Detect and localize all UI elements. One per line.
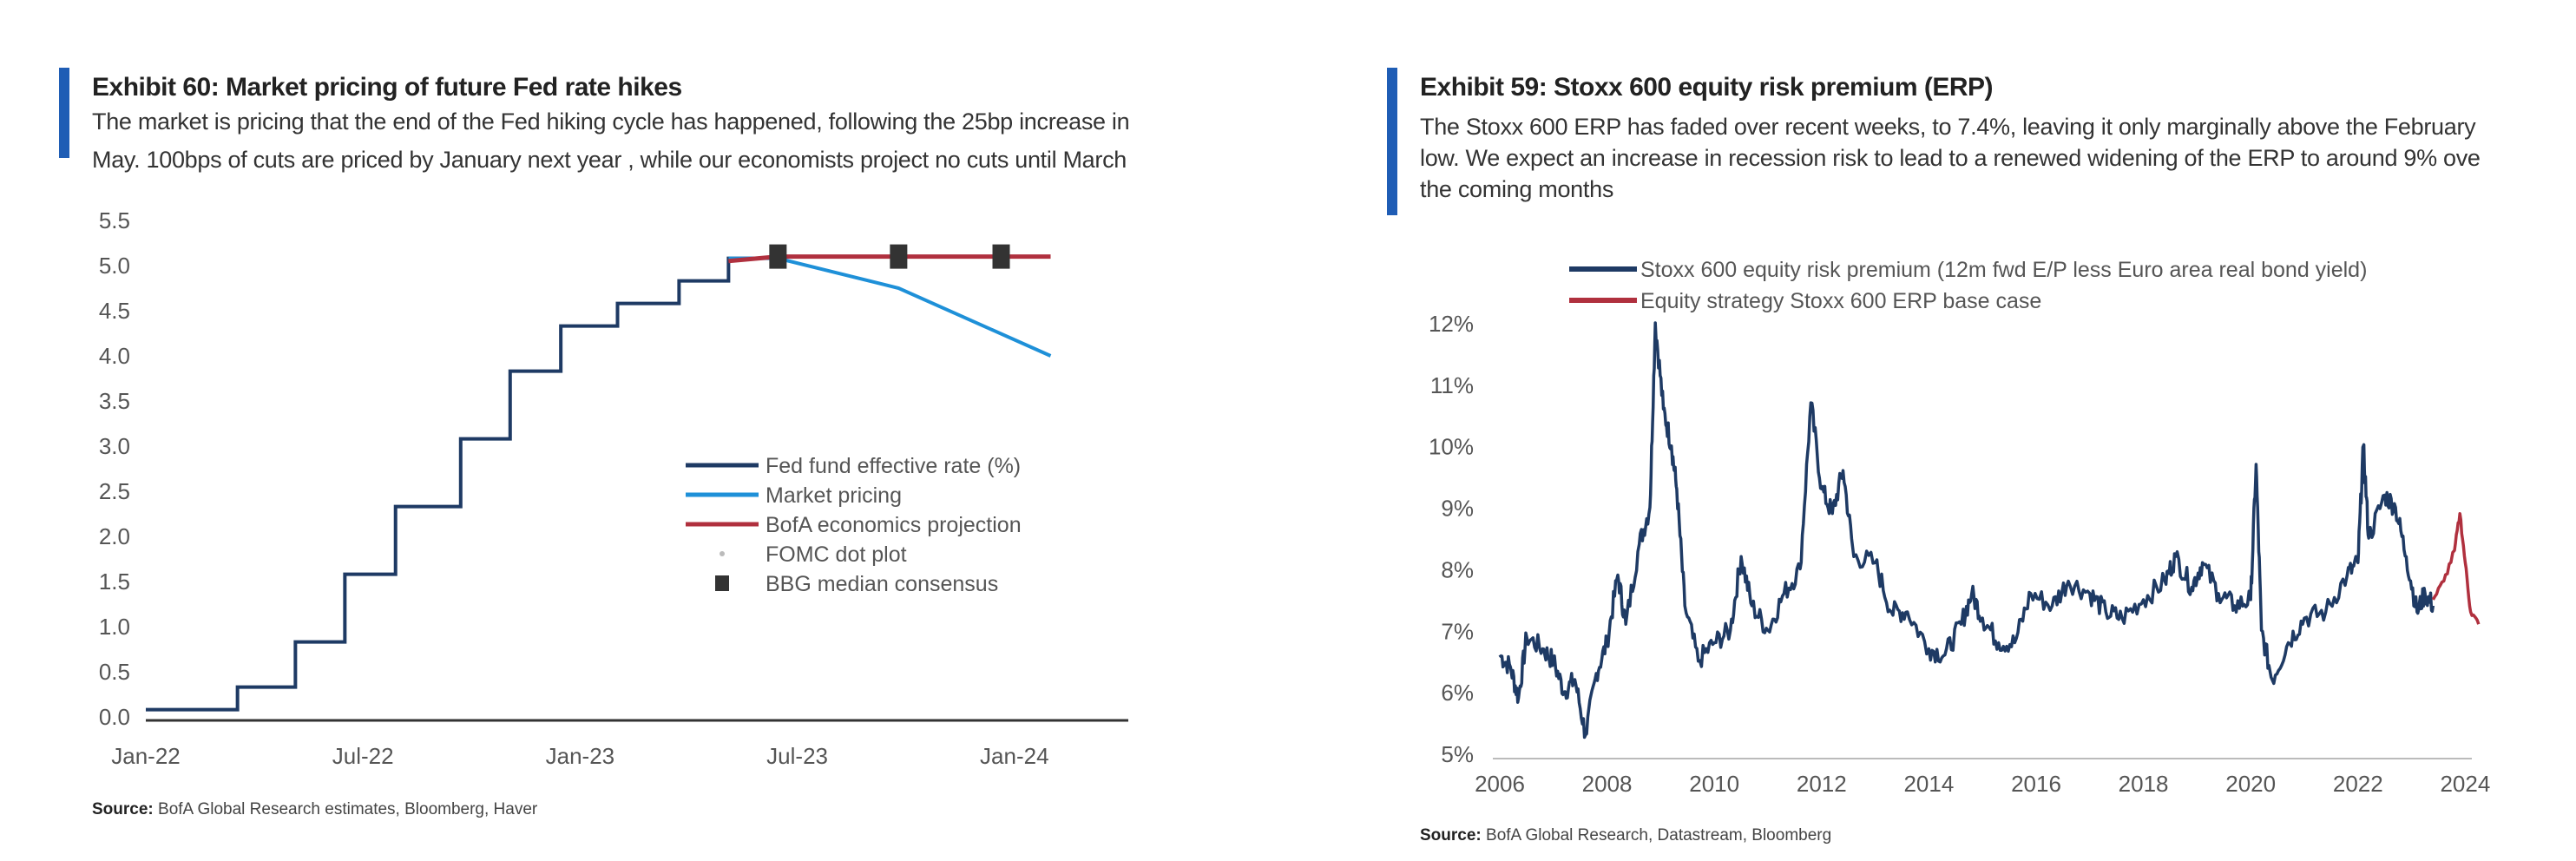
exhibit-accent-bar xyxy=(59,68,69,158)
series-stoxx600-erp xyxy=(1498,321,2435,739)
y-tick-label: 6% xyxy=(1441,680,1474,706)
series-fed-fund-effective-rate xyxy=(146,256,761,712)
y-tick-label: 3.0 xyxy=(99,433,130,459)
right-subtitle-line: low. We expect an increase in recession … xyxy=(1420,145,2481,171)
y-tick-label: 9% xyxy=(1441,496,1474,522)
bbg-median-consensus-marker xyxy=(769,244,787,269)
series-market-pricing xyxy=(728,256,1052,358)
legend-label: Stoxx 600 equity risk premium (12m fwd E… xyxy=(1640,258,2367,282)
legend-label: BBG median consensus xyxy=(766,572,998,596)
legend-label: Market pricing xyxy=(766,483,902,508)
y-tick-label: 5% xyxy=(1441,741,1474,767)
y-tick-label: 8% xyxy=(1441,556,1474,582)
left-subtitle-line: The market is pricing that the end of th… xyxy=(92,108,1130,135)
y-tick-label: 3.5 xyxy=(99,388,130,414)
x-tick-label: 2006 xyxy=(1475,771,1525,797)
y-tick-label: 4.0 xyxy=(99,343,130,369)
y-tick-label: 1.5 xyxy=(99,569,130,595)
x-tick-label: 2014 xyxy=(1903,771,1954,797)
source-text: BofA Global Research, Datastream, Bloomb… xyxy=(1486,826,1832,845)
x-tick-label: 2012 xyxy=(1797,771,1847,797)
y-tick-label: 0.5 xyxy=(99,659,130,685)
x-tick-label: 2022 xyxy=(2333,771,2383,797)
legend-swatch-bbg-square xyxy=(715,575,729,591)
legend-label: Fed fund effective rate (%) xyxy=(766,454,1021,478)
legend-label: Equity strategy Stoxx 600 ERP base case xyxy=(1640,289,2041,313)
y-tick-label: 2.0 xyxy=(99,523,130,549)
exhibit-accent-bar xyxy=(1387,68,1397,215)
bbg-median-consensus-marker xyxy=(890,244,908,269)
y-tick-label: 1.0 xyxy=(99,614,130,640)
y-tick-label: 5.0 xyxy=(99,253,130,279)
y-tick-label: 2.5 xyxy=(99,478,130,504)
left-source: Source: BofA Global Research estimates, … xyxy=(92,800,537,819)
bbg-median-consensus-marker xyxy=(992,244,1010,269)
x-tick-label: 2020 xyxy=(2225,771,2276,797)
source-label: Source: xyxy=(1420,826,1482,845)
x-tick-label: Jul-22 xyxy=(332,743,394,769)
left-subtitle-line: May. 100bps of cuts are priced by Januar… xyxy=(92,147,1127,173)
series-erp-base-case xyxy=(2431,511,2481,625)
source-text: BofA Global Research estimates, Bloomber… xyxy=(158,800,538,818)
x-tick-label: 2024 xyxy=(2440,771,2490,797)
right-subtitle-line: The Stoxx 600 ERP has faded over recent … xyxy=(1420,114,2476,140)
right-source: Source: BofA Global Research, Datastream… xyxy=(1420,826,1831,845)
legend-label: FOMC dot plot xyxy=(766,542,907,567)
left-exhibit-title: Exhibit 60: Market pricing of future Fed… xyxy=(92,73,682,102)
y-tick-label: 7% xyxy=(1441,618,1474,644)
source-label: Source: xyxy=(92,800,154,818)
x-tick-label: 2016 xyxy=(2011,771,2061,797)
y-tick-label: 5.5 xyxy=(99,207,130,233)
x-tick-label: Jan-22 xyxy=(111,743,181,769)
x-tick-label: 2018 xyxy=(2119,771,2169,797)
y-tick-label: 4.5 xyxy=(99,298,130,324)
x-tick-label: Jan-23 xyxy=(546,743,615,769)
y-tick-label: 12% xyxy=(1429,311,1474,337)
right-subtitle-line: the coming months xyxy=(1420,176,1614,202)
legend-label: BofA economics projection xyxy=(766,513,1022,537)
x-tick-label: Jul-23 xyxy=(766,743,828,769)
y-tick-label: 0.0 xyxy=(99,704,130,730)
right-exhibit-title: Exhibit 59: Stoxx 600 equity risk premiu… xyxy=(1420,73,1994,102)
x-tick-label: 2008 xyxy=(1582,771,1633,797)
y-tick-label: 11% xyxy=(1430,372,1474,398)
x-tick-label: Jan-24 xyxy=(980,743,1049,769)
y-tick-label: 10% xyxy=(1429,434,1474,460)
x-tick-label: 2010 xyxy=(1689,771,1739,797)
legend-swatch-fomc-dot xyxy=(720,551,725,556)
